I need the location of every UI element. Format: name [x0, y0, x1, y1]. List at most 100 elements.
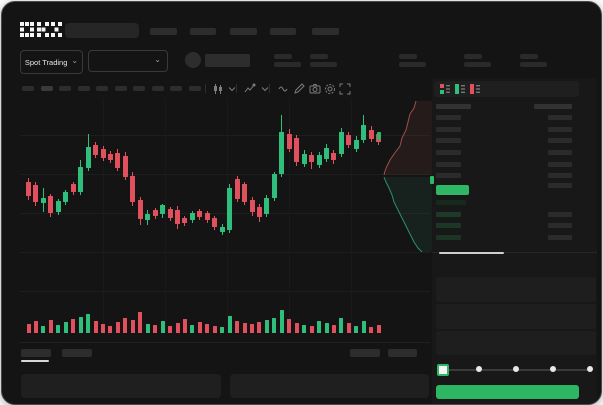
depth-price-tick	[430, 176, 434, 184]
nav-item-skeleton[interactable]	[150, 28, 177, 35]
orders-tab-skeleton[interactable]	[62, 349, 92, 357]
volume-bar	[302, 325, 307, 333]
volume-bar	[354, 326, 359, 333]
volume-bar	[287, 319, 292, 333]
order-input-skeleton[interactable]	[436, 304, 596, 329]
stat-value-skeleton	[464, 62, 491, 67]
slider-stop-dot[interactable]	[587, 366, 593, 372]
volume-bar	[294, 323, 299, 333]
chevron-down-icon: ⌄	[71, 56, 79, 65]
volume-bar	[220, 327, 225, 333]
candle	[145, 214, 151, 220]
depth-chart[interactable]	[380, 98, 432, 253]
timeframe-button[interactable]	[96, 86, 108, 91]
candle	[264, 198, 270, 214]
market-type-dropdown[interactable]: Spot Trading ⌄	[20, 50, 83, 74]
bid-row-amount-bar	[548, 212, 572, 217]
volume-bar	[376, 325, 381, 333]
volume-bar	[41, 326, 46, 333]
timeframe-button[interactable]	[189, 86, 201, 91]
volume-bar	[160, 321, 165, 333]
nav-item-skeleton[interactable]	[230, 28, 257, 35]
timeframe-button[interactable]	[133, 86, 145, 91]
volume-bar	[182, 319, 187, 333]
volume-bar	[168, 326, 173, 333]
okx-logo-icon[interactable]	[20, 22, 62, 39]
nav-item-skeleton[interactable]	[190, 28, 216, 35]
timeframe-button[interactable]	[59, 86, 71, 91]
bid-row-amount-bar	[548, 235, 572, 240]
stat-label-skeleton	[310, 54, 328, 59]
orders-action-skeleton[interactable]	[350, 349, 380, 357]
ask-row-price-bar	[436, 173, 461, 178]
bid-row-price-bar	[436, 200, 466, 205]
candle	[227, 188, 233, 230]
chevron-down-icon[interactable]	[259, 83, 271, 95]
coin-avatar	[185, 52, 201, 68]
buy-submit-button[interactable]	[436, 385, 579, 399]
volume-bar	[309, 326, 314, 333]
timeframe-button[interactable]	[22, 86, 34, 91]
candle	[316, 155, 322, 165]
candle	[324, 148, 329, 159]
ask-row-price-bar	[436, 127, 461, 132]
candle	[70, 184, 76, 192]
book-all-icon[interactable]	[439, 83, 451, 95]
fullscreen-icon[interactable]	[339, 83, 351, 95]
candle	[219, 227, 225, 232]
book-asks-icon[interactable]	[469, 83, 481, 95]
timeframe-button[interactable]	[78, 86, 90, 91]
volume-bar	[33, 321, 38, 333]
search-input[interactable]	[65, 23, 139, 38]
settings-icon[interactable]	[324, 83, 336, 95]
pair-selector-dropdown[interactable]: ⌄	[88, 50, 168, 72]
slider-handle[interactable]	[437, 364, 449, 376]
slider-stop-dot[interactable]	[476, 366, 482, 372]
indicator-icon[interactable]	[244, 83, 256, 95]
candle	[100, 149, 106, 158]
candle	[204, 213, 210, 220]
chevron-down-icon[interactable]	[226, 83, 238, 95]
active-tab-indicator	[439, 252, 504, 254]
nav-item-skeleton[interactable]	[312, 28, 339, 35]
candle	[107, 154, 113, 160]
timeframe-button[interactable]	[170, 86, 182, 91]
volume-bar	[175, 323, 180, 333]
slider-stop-dot[interactable]	[550, 366, 556, 372]
candle	[301, 154, 307, 164]
volume-bar	[86, 314, 91, 333]
orders-action-skeleton[interactable]	[388, 349, 417, 357]
ask-row-price-bar	[436, 138, 461, 143]
orders-table-skeleton	[230, 374, 429, 398]
order-input-skeleton[interactable]	[436, 331, 596, 355]
volume-bar	[264, 320, 269, 333]
pencil-icon[interactable]	[293, 83, 305, 95]
timeframe-button[interactable]	[152, 86, 164, 91]
orders-tab-skeleton[interactable]	[21, 349, 51, 357]
ask-row-price-bar	[436, 150, 461, 155]
volume-bar	[242, 323, 247, 333]
book-bids-icon[interactable]	[454, 83, 466, 95]
candle	[40, 198, 46, 203]
candle	[242, 184, 248, 202]
candles-icon[interactable]	[212, 83, 224, 95]
volume-bar	[190, 325, 195, 333]
candle	[294, 138, 300, 162]
timeframe-button[interactable]	[115, 86, 127, 91]
volume-bar	[130, 320, 135, 333]
slider-stop-dot[interactable]	[513, 366, 519, 372]
candle	[234, 179, 240, 199]
timeframe-button[interactable]	[41, 86, 53, 91]
candle	[48, 196, 54, 213]
order-input-skeleton[interactable]	[436, 277, 596, 302]
camera-icon[interactable]	[309, 83, 321, 95]
ask-row-amount-bar	[548, 127, 572, 132]
candle	[346, 135, 352, 145]
volume-bar	[212, 326, 217, 333]
wave-icon[interactable]	[278, 83, 290, 95]
candle	[279, 132, 285, 174]
nav-item-skeleton[interactable]	[270, 28, 296, 35]
ask-row-amount-bar	[548, 138, 572, 143]
